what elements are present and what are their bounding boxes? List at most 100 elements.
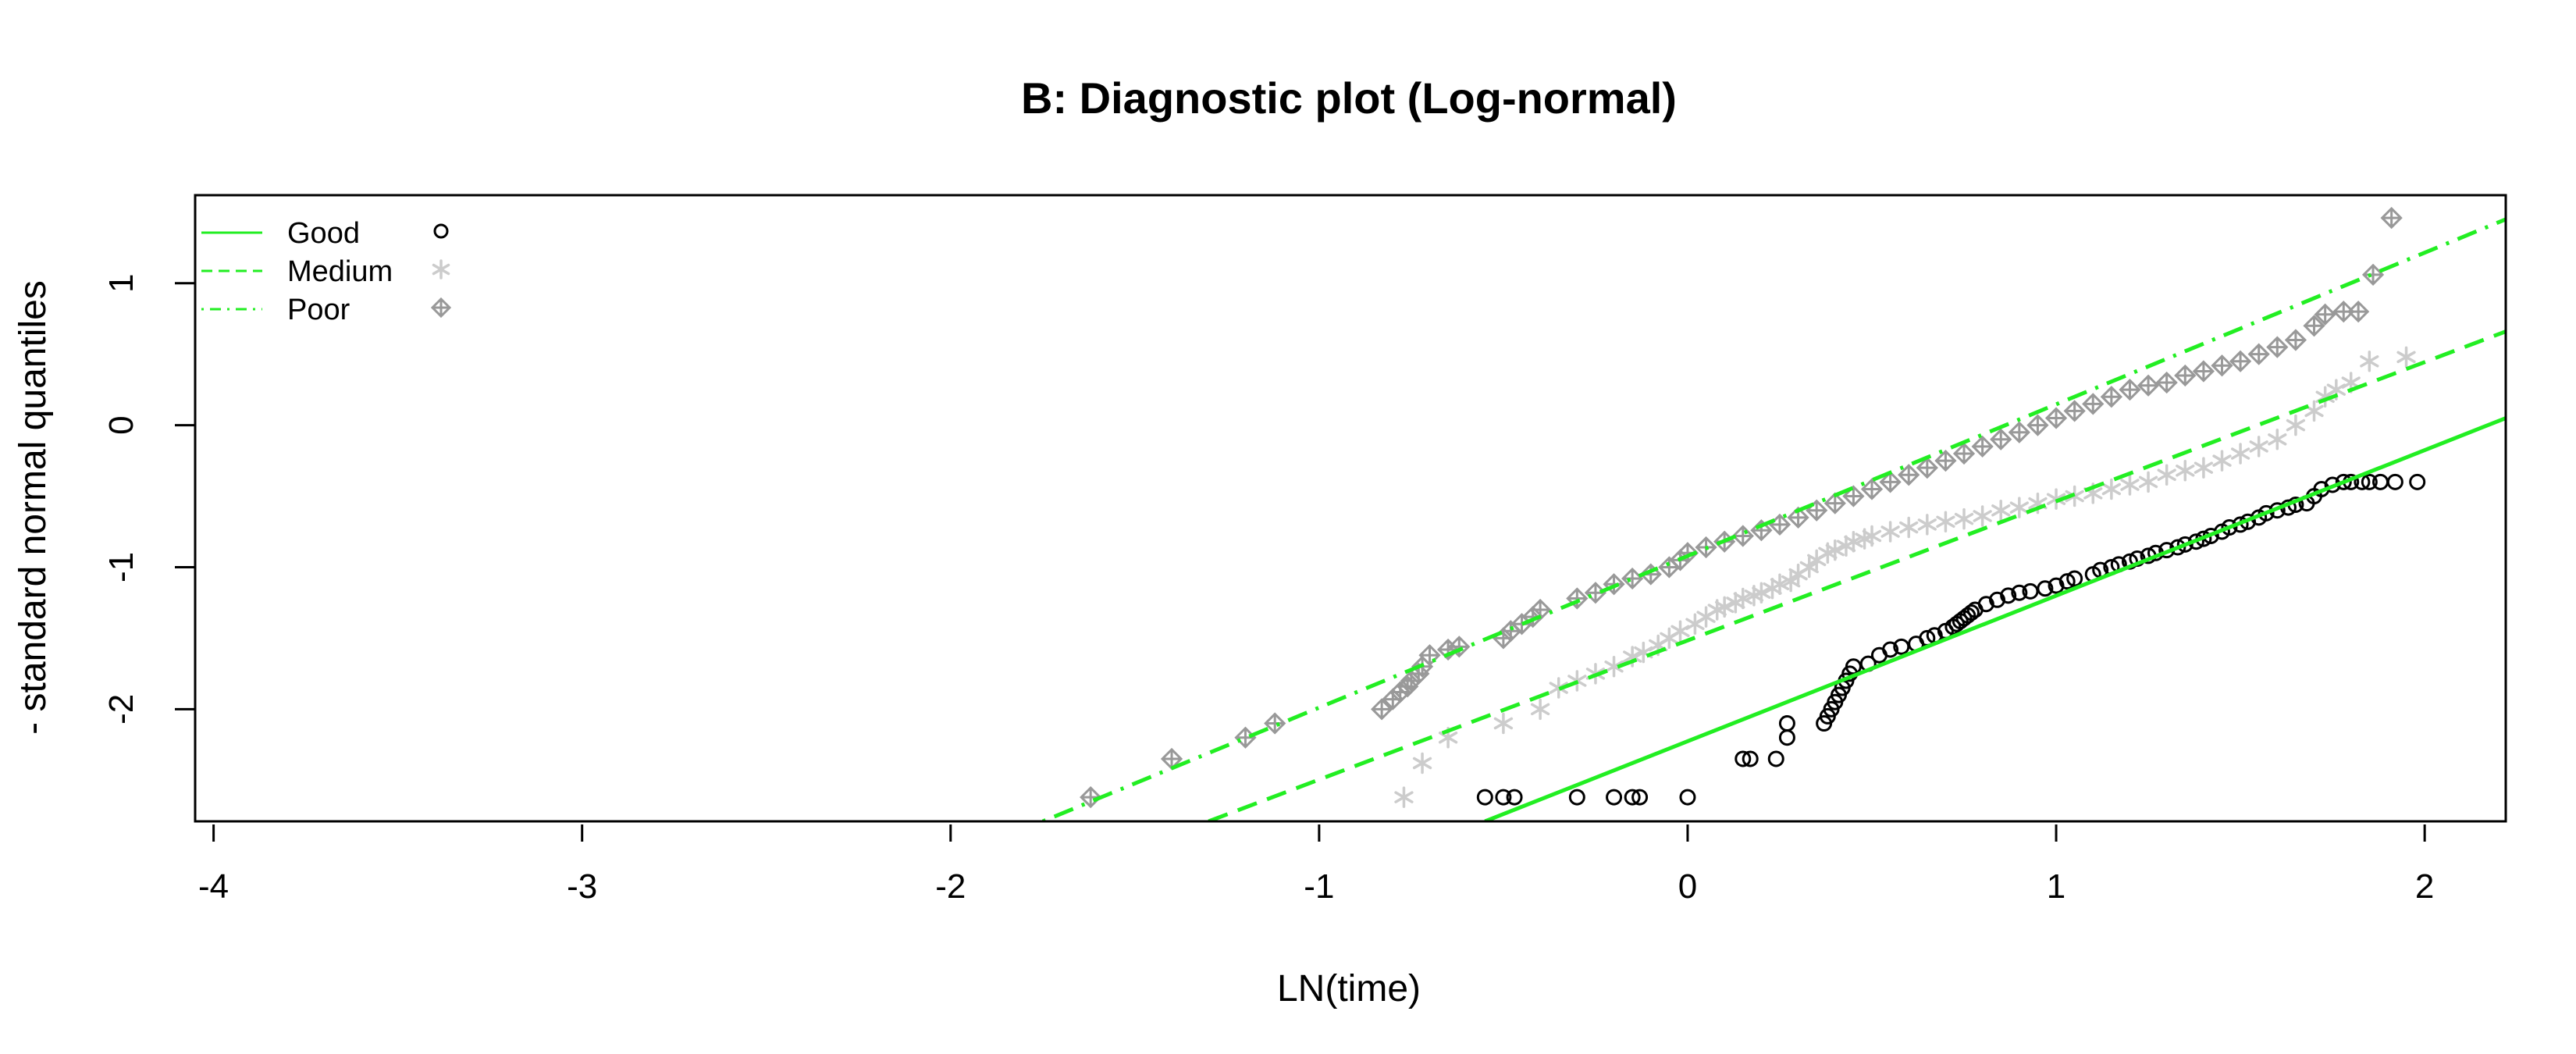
poor-point — [1418, 644, 1441, 667]
poor-point — [2026, 414, 2049, 436]
poor-point — [2229, 350, 2252, 372]
poor-point — [1566, 587, 1589, 610]
medium-point — [1412, 752, 1432, 774]
good-point — [1962, 604, 1980, 621]
poor-point — [1860, 478, 1884, 500]
medium-point — [1844, 530, 1863, 553]
poor-point — [2247, 343, 2270, 365]
legend-marker-good — [433, 223, 449, 239]
poor-point — [2119, 379, 2141, 401]
y-tick-label: -2 — [102, 694, 141, 725]
poor-point — [1879, 471, 1902, 493]
y-tick-label: -1 — [102, 552, 141, 582]
good-point — [1506, 789, 1523, 806]
poor-point — [2155, 371, 2178, 394]
medium-point — [2396, 346, 2416, 369]
good-point — [2000, 587, 2017, 604]
medium-point — [1991, 499, 2011, 522]
x-tick-label: -4 — [198, 867, 229, 906]
x-tick-label: 0 — [1678, 867, 1697, 906]
medium-point — [1530, 698, 1550, 721]
plot-area: -4 -3 -2 -1 0 1 2 -2 -1 0 1 — [102, 194, 2507, 906]
good-point — [2037, 580, 2054, 597]
medium-point — [1604, 656, 1624, 678]
good-point — [1568, 789, 1585, 806]
good-point — [2022, 582, 2039, 600]
good-point — [2169, 539, 2186, 556]
medium-point — [1899, 516, 1919, 539]
poor-point — [1448, 636, 1471, 658]
poor-point — [1990, 428, 2012, 450]
medium-point — [1733, 587, 1752, 610]
legend-marker-medium — [432, 259, 450, 280]
poor-point — [1621, 567, 1644, 590]
medium-point — [1799, 556, 1819, 579]
medium-point — [1825, 539, 1845, 561]
good-point — [2058, 573, 2076, 590]
medium-point — [1936, 511, 1955, 533]
poor-point — [2008, 421, 2030, 443]
medium-point — [2120, 474, 2140, 496]
poor-point — [2284, 329, 2307, 351]
poor-point — [2063, 400, 2086, 422]
legend-label-good: Good — [287, 217, 360, 250]
poor-point — [2082, 393, 2105, 415]
legend-marker-poor — [430, 297, 452, 319]
poor-fit-line — [1041, 217, 2506, 821]
good-point — [2258, 504, 2275, 522]
poor-point — [2303, 315, 2325, 337]
medium-point — [2101, 478, 2122, 500]
medium-point — [1973, 505, 1992, 527]
x-tick-label: 1 — [2047, 867, 2065, 906]
poor-point — [2361, 263, 2385, 286]
good-point — [1742, 750, 1759, 767]
medium-point — [2360, 351, 2379, 372]
poor-point — [2174, 364, 2197, 387]
medium-point — [1715, 596, 1735, 618]
x-tick-label: -2 — [935, 867, 966, 906]
poor-point — [2347, 301, 2370, 323]
x-tick-label: 2 — [2415, 867, 2434, 906]
medium-point — [1549, 677, 1568, 699]
good-point — [1735, 750, 1752, 767]
medium-point — [1917, 514, 1937, 536]
poor-point — [1264, 712, 1286, 735]
good-point — [1778, 715, 1795, 732]
plot-frame — [194, 194, 2507, 823]
good-point — [2066, 570, 2083, 587]
medium-point — [2176, 460, 2195, 482]
medium-point — [1781, 570, 1801, 593]
legend-label-medium: Medium — [287, 255, 393, 288]
lines-layer — [1041, 217, 2506, 821]
medium-point — [1493, 712, 1514, 735]
medium-point — [2157, 464, 2176, 486]
poor-point — [2137, 374, 2160, 397]
poor-point — [2100, 386, 2122, 408]
medium-point — [1394, 786, 1414, 808]
medium-point — [1862, 525, 1882, 547]
medium-point — [2286, 414, 2306, 436]
medium-fit-line — [1208, 329, 2506, 821]
medium-point — [2138, 471, 2158, 493]
good-point — [1882, 641, 1899, 658]
poor-point — [2211, 354, 2233, 377]
medium-point — [2212, 450, 2232, 472]
legend-label-poor: Poor — [287, 294, 350, 326]
medium-point — [1954, 507, 1974, 530]
x-axis-label: LN(time) — [1277, 968, 1421, 1009]
poor-point — [1842, 485, 1865, 507]
good-fit-line — [1484, 416, 2506, 821]
good-point — [1495, 789, 1512, 806]
y-tick-label: 0 — [102, 415, 141, 434]
poor-point — [2266, 336, 2289, 358]
chart-title: B: Diagnostic plot (Log-normal) — [1021, 73, 1677, 123]
poor-point — [1916, 457, 1938, 479]
poor-point — [1898, 464, 1920, 486]
medium-point — [1880, 521, 1900, 543]
good-point — [2409, 473, 2426, 490]
poor-point — [2380, 206, 2403, 230]
good-point — [1679, 789, 1696, 806]
y-axis-label: - standard normal quantiles — [12, 280, 54, 735]
good-point — [1893, 638, 1910, 655]
